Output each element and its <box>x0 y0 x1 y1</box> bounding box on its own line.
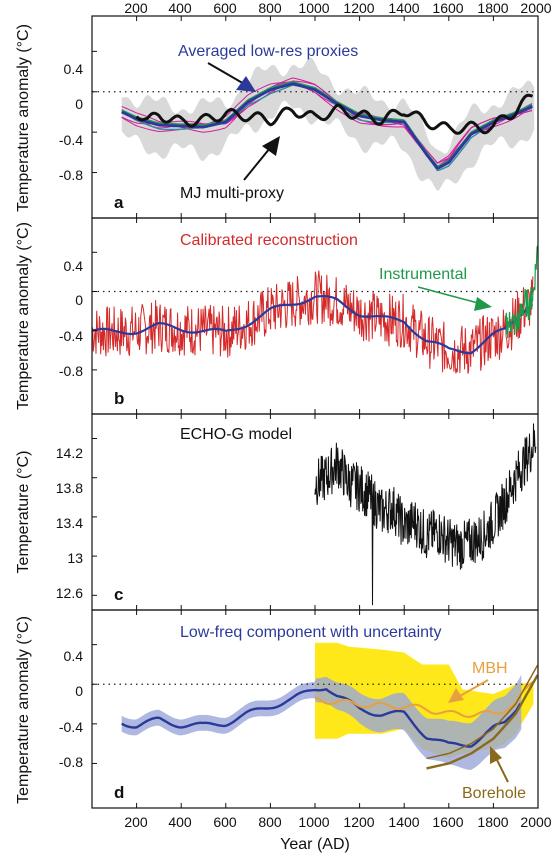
panel-letter-a: a <box>114 193 124 212</box>
y-tick-d: 0 <box>75 683 83 699</box>
arrow-borehole <box>495 757 509 783</box>
x-tick-top: 600 <box>213 0 237 16</box>
annotation-mbh: MBH <box>472 660 508 677</box>
y-tick-b: -0.8 <box>59 363 83 379</box>
panel-c-y-ticks: 14.2 13.8 13.4 13 12.6 <box>56 445 83 601</box>
y-tick-a: 0.4 <box>64 61 84 77</box>
y-tick-a: 0 <box>75 96 83 112</box>
x-tick-bottom: 1800 <box>477 814 508 830</box>
y-tick-b: 0 <box>75 292 83 308</box>
panel-c-frame <box>91 413 539 611</box>
panel-letter-c: c <box>114 585 123 604</box>
calibrated-reconstruction-line <box>91 270 534 374</box>
low-freq-component-line <box>121 688 522 748</box>
y-axis-title-b: Temperature anomaly (°C) <box>15 222 32 410</box>
x-tick-bottom: 1200 <box>343 814 374 830</box>
arrowhead-lowres-icon <box>236 76 256 92</box>
x-tick-bottom: 200 <box>124 814 148 830</box>
instrumental-line <box>505 243 539 339</box>
x-tick-labels-top: 200 400 600 800 1000 1200 1400 1600 1800… <box>124 0 551 16</box>
annotation-calibrated: Calibrated reconstruction <box>180 232 358 249</box>
panel-b-y-ticks: 0.4 0 -0.4 -0.8 <box>59 258 83 379</box>
annotation-mj: MJ multi-proxy <box>180 185 284 202</box>
x-tick-top: 1600 <box>432 0 463 16</box>
mj-multiproxy-line <box>135 93 534 135</box>
x-tick-bottom: 600 <box>213 814 237 830</box>
x-tick-top: 2000 <box>520 0 551 16</box>
series-layer <box>91 77 539 770</box>
annotation-lowres: Averaged low-res proxies <box>178 43 358 60</box>
panel-c-y-title: Temperature (°C) <box>15 451 32 574</box>
y-tick-c: 13 <box>67 550 83 566</box>
y-tick-b: -0.4 <box>59 328 83 344</box>
echo-g-model-line <box>314 423 537 606</box>
arrow-lowres <box>207 62 247 86</box>
x-tick-top: 1800 <box>477 0 508 16</box>
panel-letter-d: d <box>114 783 124 802</box>
borehole-bound-line <box>426 664 539 760</box>
borehole-line <box>426 674 539 770</box>
x-tick-bottom: 800 <box>258 814 282 830</box>
panel-b-y-title: Temperature anomaly (°C) <box>15 222 32 410</box>
x-tick-top: 400 <box>168 0 192 16</box>
annotation-lowfreq: Low-freq component with uncertainty <box>180 624 441 641</box>
annotation-instrumental: Instrumental <box>379 266 467 283</box>
smoothed-reconstruction-line <box>91 295 534 355</box>
y-tick-d: -0.4 <box>59 719 83 735</box>
arrowhead-mbh-icon <box>448 688 464 703</box>
arrowhead-borehole-icon <box>490 746 502 764</box>
annotation-borehole: Borehole <box>462 785 526 802</box>
y-axis-title-d: Temperature anomaly (°C) <box>15 616 32 804</box>
panel-d-y-title: Temperature anomaly (°C) <box>15 616 32 804</box>
x-tick-bottom: 2000 <box>520 814 551 830</box>
low-freq-uncertainty-band <box>121 674 522 770</box>
x-tick-labels-bottom: 200 400 600 800 1000 1200 1400 1600 1800… <box>124 814 551 830</box>
mbh-line <box>314 680 534 718</box>
ticks-layer <box>92 16 539 808</box>
arrow-mj <box>243 147 271 181</box>
arrow-instrumental <box>417 286 479 304</box>
arrow-mbh <box>459 679 489 697</box>
panel-letter-b: b <box>114 389 124 408</box>
x-tick-bottom: 1000 <box>298 814 329 830</box>
y-axis-title-c: Temperature (°C) <box>15 451 32 574</box>
arrowhead-mj-icon <box>262 136 280 156</box>
arrowhead-instrumental-icon <box>474 297 492 311</box>
x-axis-label: Year (AD) <box>280 836 350 853</box>
y-tick-c: 13.8 <box>56 480 83 496</box>
y-tick-c: 12.6 <box>56 585 83 601</box>
y-tick-c: 14.2 <box>56 445 83 461</box>
y-tick-a: -0.4 <box>59 132 83 148</box>
annotation-echo-g: ECHO-G model <box>180 426 292 443</box>
y-axis-title-a: Temperature anomaly (°C) <box>15 24 32 212</box>
x-tick-top: 1400 <box>388 0 419 16</box>
x-tick-top: 800 <box>258 0 282 16</box>
x-tick-top: 200 <box>124 0 148 16</box>
x-tick-bottom: 1400 <box>388 814 419 830</box>
x-tick-top: 1200 <box>343 0 374 16</box>
y-tick-d: -0.8 <box>59 754 83 770</box>
x-tick-top: 1000 <box>298 0 329 16</box>
y-tick-c: 13.4 <box>56 515 83 531</box>
x-tick-bottom: 1600 <box>432 814 463 830</box>
x-tick-bottom: 400 <box>168 814 192 830</box>
panel-a-y-title: Temperature anomaly (°C) <box>15 24 32 212</box>
y-tick-b: 0.4 <box>64 258 84 274</box>
y-tick-d: 0.4 <box>64 648 84 664</box>
y-tick-a: -0.8 <box>59 167 83 183</box>
panel-a-y-ticks: 0.4 0 -0.4 -0.8 <box>59 61 83 183</box>
panel-d-y-ticks: 0.4 0 -0.4 -0.8 <box>59 648 83 770</box>
